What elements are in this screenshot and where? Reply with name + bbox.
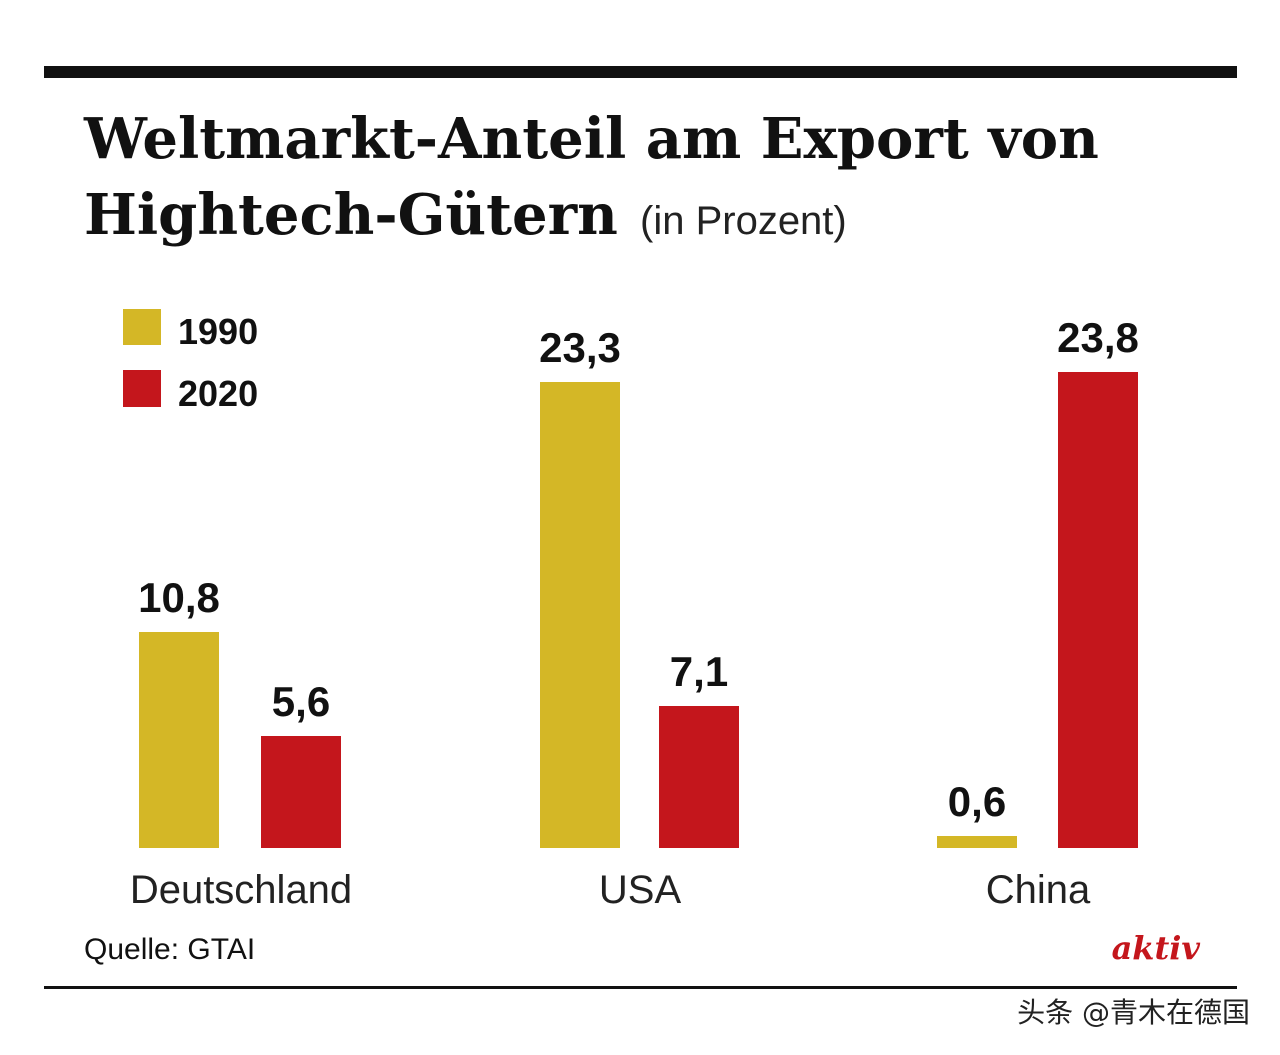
- top-rule: [44, 66, 1237, 78]
- data-label-deutschland-2020: 5,6: [272, 678, 330, 725]
- aktiv-logo: aktiv: [1112, 929, 1201, 967]
- bars: 10,8 5,6 23,3 7,1 0,6 23,8: [138, 314, 1139, 848]
- source-note: Quelle: GTAI: [84, 933, 255, 966]
- category-label-china: China: [986, 868, 1091, 912]
- data-label-usa-2020: 7,1: [670, 648, 728, 695]
- data-label-usa-1990: 23,3: [539, 324, 621, 371]
- bar-usa-2020: [659, 706, 739, 848]
- chart-subtitle: (in Prozent): [640, 199, 847, 243]
- category-label-deutschland: Deutschland: [130, 868, 352, 912]
- bar-deutschland-1990: [139, 632, 219, 848]
- legend-label-2020: 2020: [178, 373, 258, 414]
- bar-deutschland-2020: [261, 736, 341, 848]
- data-label-deutschland-1990: 10,8: [138, 574, 220, 621]
- chart-title-line2: Hightech-Gütern: [84, 182, 618, 248]
- bar-china-1990: [937, 836, 1017, 848]
- legend-swatch-1990: [123, 309, 161, 345]
- category-label-usa: USA: [599, 868, 682, 912]
- data-label-china-1990: 0,6: [948, 778, 1006, 825]
- bottom-rule: [44, 986, 1237, 989]
- bar-china-2020: [1058, 372, 1138, 848]
- watermark: 头条 @青木在德国: [1017, 996, 1250, 1029]
- legend: 1990 2020: [123, 309, 258, 414]
- chart-title-line1: Weltmarkt-Anteil am Export von: [83, 106, 1099, 172]
- legend-label-1990: 1990: [178, 311, 258, 352]
- data-label-china-2020: 23,8: [1057, 314, 1139, 361]
- legend-swatch-2020: [123, 370, 161, 407]
- bar-usa-1990: [540, 382, 620, 848]
